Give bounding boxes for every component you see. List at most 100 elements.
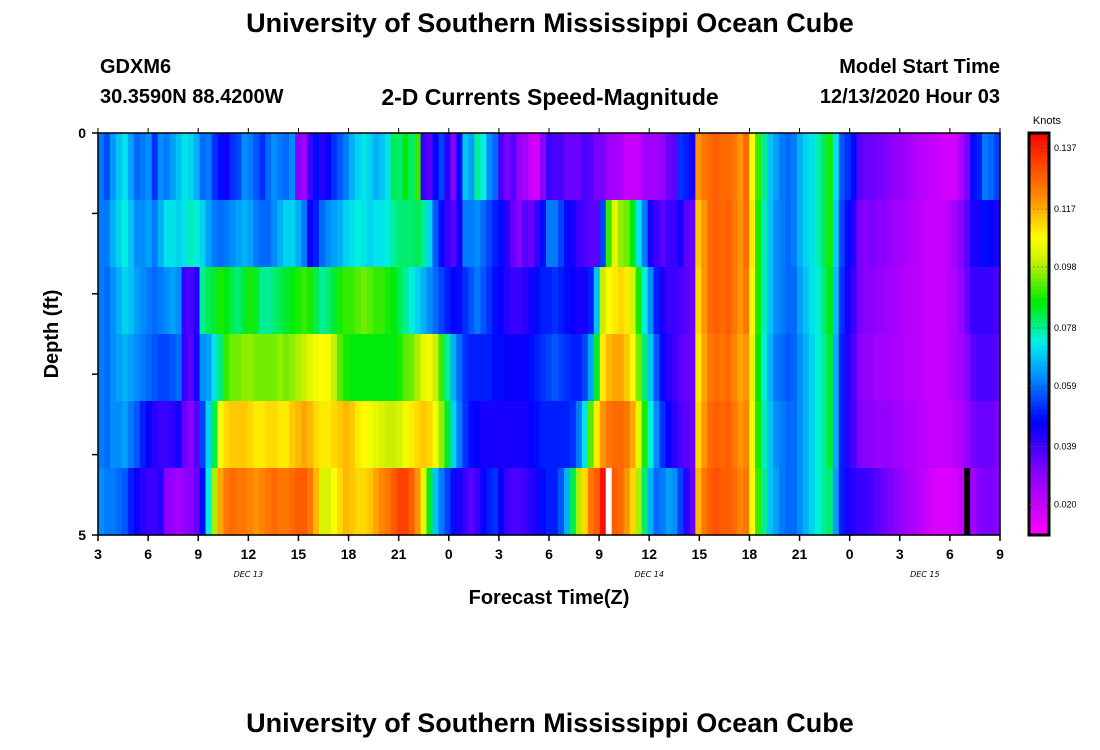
heatmap-cell xyxy=(217,200,225,268)
heatmap-cell xyxy=(761,401,768,469)
heatmap-cell xyxy=(127,468,135,536)
colorbar-segment xyxy=(1029,177,1049,182)
heatmap-cell xyxy=(468,401,475,469)
heatmap-cell xyxy=(336,401,344,469)
heatmap-cell xyxy=(402,401,410,469)
heatmap-cell xyxy=(844,200,852,268)
heatmap-cell xyxy=(534,200,541,268)
heatmap-cell xyxy=(701,468,708,536)
heatmap-cell xyxy=(522,468,529,536)
colorbar: 0.137 0.117 0.098 0.078 0.059 0.039 0.020 xyxy=(1027,131,1077,537)
heatmap-cell xyxy=(940,200,947,268)
heatmap-cell xyxy=(581,133,589,201)
heatmap-cell xyxy=(247,200,254,268)
colorbar-segment xyxy=(1029,165,1049,170)
heatmap-cell xyxy=(683,267,690,335)
heatmap-cell xyxy=(247,267,254,335)
colorbar-segment xyxy=(1029,321,1049,327)
heatmap-cell xyxy=(862,267,870,335)
heatmap-cell xyxy=(211,267,219,335)
colorbar-segment xyxy=(1029,482,1049,488)
heatmap-cell xyxy=(265,267,272,335)
colorbar-segment xyxy=(1029,450,1049,456)
heatmap-cell xyxy=(319,267,326,335)
heatmap-cell xyxy=(641,133,649,201)
heatmap-cell xyxy=(390,468,398,536)
heatmap-cell xyxy=(193,468,201,536)
heatmap-cell xyxy=(534,334,541,402)
heatmap-cell xyxy=(784,200,792,268)
heatmap-cell xyxy=(844,401,852,469)
heatmap-cell xyxy=(629,401,637,469)
heatmap-cell xyxy=(330,200,338,268)
heatmap-cell xyxy=(468,334,475,402)
heatmap-cell xyxy=(701,267,708,335)
colorbar-segment xyxy=(1029,313,1049,319)
heatmap-cell xyxy=(778,200,786,268)
heatmap-cell xyxy=(354,133,362,201)
colorbar-segment xyxy=(1029,305,1049,311)
heatmap-cell xyxy=(551,401,559,469)
heatmap-cell xyxy=(265,133,272,201)
heatmap-cell xyxy=(808,200,816,268)
heatmap-cell xyxy=(593,133,601,201)
colorbar-segment xyxy=(1029,241,1049,247)
heatmap-cell xyxy=(133,401,141,469)
heatmap-cell xyxy=(103,334,111,402)
heatmap-cell xyxy=(838,200,846,268)
heatmap-cell xyxy=(934,401,941,469)
heatmap-cell xyxy=(737,133,744,201)
heatmap-cell xyxy=(916,468,923,536)
heatmap-cell xyxy=(384,468,392,536)
colorbar-segment xyxy=(1029,430,1049,436)
x-tick-label: 6 xyxy=(144,546,152,562)
heatmap-cell xyxy=(456,267,463,335)
heatmap-cell xyxy=(820,334,828,402)
heatmap-cell xyxy=(856,401,864,469)
heatmap-cell xyxy=(324,401,332,469)
heatmap-cell xyxy=(265,334,272,402)
heatmap-cell xyxy=(480,334,487,402)
heatmap-cell xyxy=(342,468,350,536)
heatmap-cell xyxy=(289,133,296,201)
heatmap-cell xyxy=(784,133,792,201)
heatmap-cell xyxy=(569,267,577,335)
heatmap-cell xyxy=(946,267,953,335)
heatmap-cell xyxy=(904,401,911,469)
colorbar-segment xyxy=(1029,378,1049,383)
heatmap-cell xyxy=(599,468,607,536)
heatmap-cell xyxy=(360,334,368,402)
heatmap-cell xyxy=(832,133,840,201)
heatmap-cell xyxy=(211,401,219,469)
heatmap-cell xyxy=(432,334,440,402)
colorbar-segment xyxy=(1029,277,1049,283)
heatmap-cell xyxy=(808,468,816,536)
heatmap-cell xyxy=(946,468,953,536)
heatmap-cell xyxy=(563,468,571,536)
heatmap-cell xyxy=(773,133,780,201)
heatmap-cell xyxy=(635,401,643,469)
heatmap-cell xyxy=(707,267,714,335)
heatmap-cell xyxy=(934,468,941,536)
colorbar-segment xyxy=(1029,338,1049,343)
heatmap-cell xyxy=(271,133,278,201)
heatmap-cell xyxy=(695,334,702,402)
heatmap-cell xyxy=(749,468,756,536)
colorbar-segment xyxy=(1029,466,1049,472)
heatmap-cell xyxy=(342,267,350,335)
page-title: University of Southern Mississippi Ocean… xyxy=(246,8,854,38)
heatmap-cell xyxy=(994,133,1001,201)
heatmap-cell xyxy=(665,468,673,536)
heatmap-cell xyxy=(348,468,356,536)
heatmap-cell xyxy=(982,200,989,268)
footer-title: University of Southern Mississippi Ocean… xyxy=(246,708,854,738)
heatmap-cell xyxy=(414,334,422,402)
heatmap-cell xyxy=(540,334,547,402)
colorbar-segment xyxy=(1029,173,1049,178)
heatmap-cell xyxy=(778,468,786,536)
heatmap-cell xyxy=(928,200,935,268)
heatmap-cell xyxy=(313,267,320,335)
heatmap-cell xyxy=(534,267,541,335)
heatmap-cell xyxy=(820,133,828,201)
